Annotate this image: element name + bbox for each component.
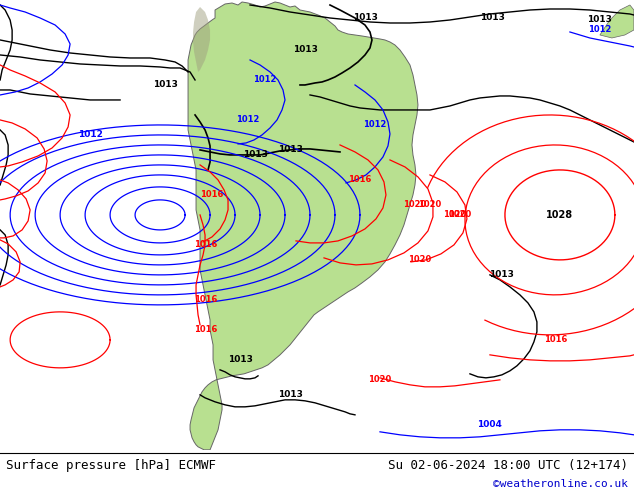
- Text: 1013: 1013: [153, 80, 178, 90]
- Text: 1016: 1016: [348, 175, 372, 184]
- Text: 1012: 1012: [254, 75, 276, 84]
- Text: 1020: 1020: [408, 255, 432, 265]
- Text: 1016: 1016: [195, 325, 217, 334]
- Text: 1013: 1013: [278, 391, 302, 399]
- Text: 1012: 1012: [236, 116, 260, 124]
- Text: 1020: 1020: [418, 200, 441, 209]
- Text: 1013: 1013: [489, 270, 514, 279]
- Text: 1013: 1013: [228, 355, 252, 365]
- Text: 1016: 1016: [200, 191, 224, 199]
- Polygon shape: [600, 5, 634, 38]
- Text: 1013: 1013: [353, 14, 377, 23]
- Text: 1020: 1020: [448, 210, 472, 220]
- Text: 1028: 1028: [547, 210, 574, 220]
- Text: 1012: 1012: [77, 130, 103, 140]
- Text: 1016: 1016: [544, 335, 567, 344]
- Text: 1020: 1020: [368, 375, 392, 384]
- Polygon shape: [193, 7, 210, 72]
- Text: 1012: 1012: [363, 121, 387, 129]
- Text: 1020: 1020: [443, 210, 467, 220]
- Text: 1004: 1004: [477, 420, 502, 429]
- Text: ©weatheronline.co.uk: ©weatheronline.co.uk: [493, 479, 628, 489]
- Text: 1016: 1016: [195, 241, 217, 249]
- Text: 1013: 1013: [481, 14, 505, 23]
- Polygon shape: [188, 2, 418, 450]
- Text: 1013: 1013: [243, 150, 268, 159]
- Text: 1013: 1013: [588, 16, 612, 24]
- Text: 1020: 1020: [403, 200, 427, 209]
- Text: 1013: 1013: [278, 146, 302, 154]
- Text: Surface pressure [hPa] ECMWF: Surface pressure [hPa] ECMWF: [6, 460, 216, 472]
- Text: Su 02-06-2024 18:00 UTC (12+174): Su 02-06-2024 18:00 UTC (12+174): [387, 460, 628, 472]
- Text: 1016: 1016: [195, 295, 217, 304]
- Text: 1013: 1013: [292, 46, 318, 54]
- Text: 1012: 1012: [588, 25, 612, 34]
